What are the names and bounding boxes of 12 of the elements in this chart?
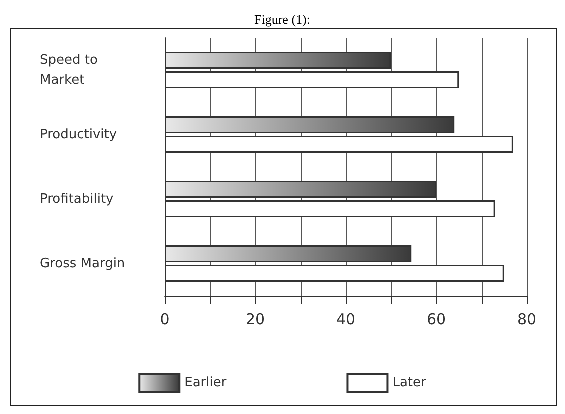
x-tick-label: 0 [160, 310, 170, 328]
legend-label: Later [392, 376, 428, 390]
x-tick-label: 40 [336, 310, 356, 328]
legend-label: Earlier [184, 376, 228, 390]
x-tick-label: 20 [246, 310, 266, 328]
y-tick-label: Speed to Market [40, 52, 98, 88]
chart-title: Figure (1): [254, 12, 310, 27]
x-tick-label: 80 [517, 310, 537, 328]
y-tick-label: Productivity [40, 127, 118, 142]
y-tick-label: Gross Margin [40, 256, 126, 272]
x-tick-label: 60 [426, 310, 446, 328]
y-tick-label: Profitability [40, 192, 114, 207]
